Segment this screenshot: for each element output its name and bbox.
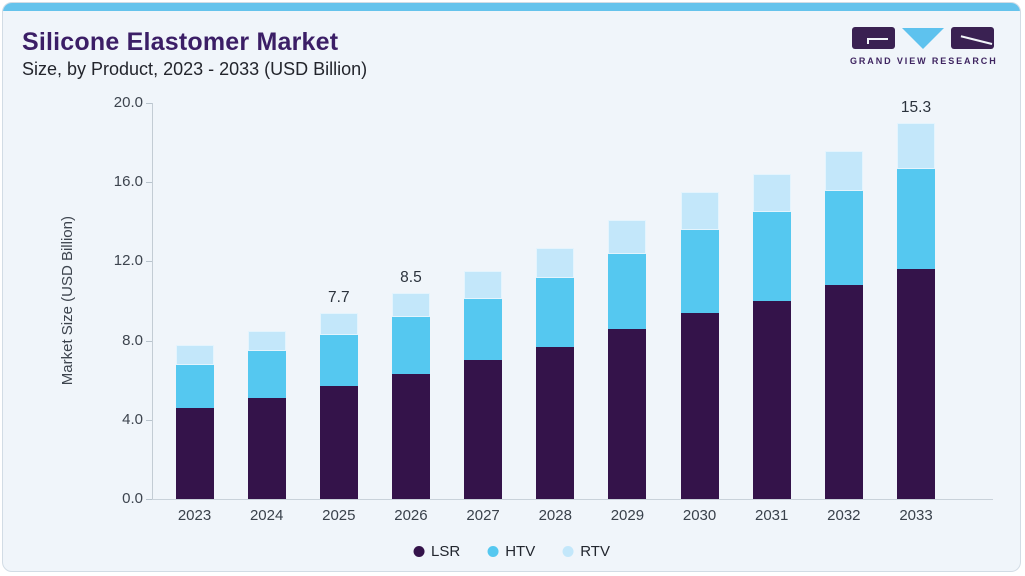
bar-segment-htv-2033	[897, 168, 935, 270]
legend: LSR HTV RTV	[413, 543, 610, 560]
x-axis-year-label-2029: 2029	[610, 507, 645, 524]
y-axis-tick-label: 4.0	[122, 410, 143, 428]
y-axis-tick-mark	[146, 419, 152, 421]
bar-segment-rtv-2031	[752, 174, 791, 212]
x-axis-year-label-2030: 2030	[682, 507, 717, 524]
x-axis-year-label-2025: 2025	[322, 507, 356, 524]
legend-label-lsr: LSR	[431, 543, 461, 560]
top-accent-bar	[3, 3, 1020, 11]
bar-segment-lsr-2030	[680, 312, 719, 499]
logo-text: GRAND VIEW RESEARCH	[850, 56, 998, 66]
bar-segment-lsr-2029	[608, 328, 647, 499]
bar-group-2028	[536, 248, 575, 499]
bar-segment-htv-2024	[247, 350, 286, 399]
y-axis-tick-label: 8.0	[122, 331, 143, 349]
bar-group-2023	[175, 345, 214, 499]
logo-r-icon	[951, 27, 994, 49]
y-axis-tick-label: 12.0	[113, 252, 143, 270]
bar-segment-rtv-2027	[464, 271, 503, 299]
bar-segment-htv-2023	[175, 364, 214, 409]
bar-segment-rtv-2024	[247, 331, 286, 351]
bar-group-2024	[247, 331, 286, 499]
gvr-logo: GRAND VIEW RESEARCH	[850, 27, 996, 66]
bar-segment-lsr-2032	[824, 285, 863, 499]
bar-segment-rtv-2023	[175, 345, 214, 365]
bar-group-2027	[464, 271, 503, 499]
logo-v-triangle-icon	[902, 28, 944, 49]
bar-group-2029	[608, 220, 647, 499]
x-axis-year-label-2028: 2028	[538, 507, 572, 524]
x-axis-year-label-2027: 2027	[466, 507, 500, 524]
x-axis-year-label-2026: 2026	[394, 507, 428, 524]
bar-group-2025	[319, 313, 358, 499]
gvr-logo-mark	[850, 27, 996, 50]
bar-group-2030	[680, 192, 719, 499]
x-axis-year-label-2031: 2031	[755, 507, 789, 524]
bar-segment-htv-2025	[319, 334, 358, 387]
bar-segment-htv-2030	[680, 229, 719, 313]
x-axis-year-label-2033: 2033	[899, 507, 933, 524]
legend-label-htv: HTV	[505, 543, 536, 560]
bar-segment-lsr-2024	[247, 398, 286, 499]
x-axis-year-label-2023: 2023	[177, 507, 212, 524]
bar-segment-rtv-2026	[391, 293, 430, 317]
bar-segment-rtv-2033	[897, 123, 935, 169]
bar-segment-lsr-2033	[897, 269, 935, 499]
bar-group-2026	[391, 293, 430, 499]
y-axis-tick-label: 0.0	[122, 490, 143, 507]
bar-segment-rtv-2029	[608, 220, 647, 254]
bar-segment-lsr-2023	[175, 408, 214, 499]
legend-swatch-lsr-icon	[413, 546, 425, 557]
bar-value-label-2033: 15.3	[900, 99, 932, 116]
bar-segment-lsr-2031	[752, 300, 791, 499]
x-axis-line	[152, 499, 993, 500]
y-axis-tick-mark	[146, 182, 152, 184]
bar-segment-htv-2032	[824, 190, 863, 286]
bar-segment-lsr-2025	[319, 386, 358, 499]
bar-group-2033	[897, 123, 935, 499]
y-axis-tick-mark	[146, 499, 152, 500]
legend-item-rtv: RTV	[562, 543, 610, 560]
bar-segment-htv-2028	[536, 277, 575, 347]
legend-label-rtv: RTV	[580, 543, 610, 560]
page-title: Silicone Elastomer Market	[22, 28, 339, 56]
y-axis-tick-mark	[146, 103, 152, 104]
bar-group-2031	[752, 174, 791, 499]
legend-item-lsr: LSR	[413, 543, 460, 560]
y-axis-tick-mark	[146, 340, 152, 342]
bar-segment-htv-2029	[608, 253, 647, 329]
bar-segment-htv-2026	[391, 316, 430, 375]
stacked-bar-chart: Market Size (USD Billion) 0.0 4.0 8.0 12.0 1…	[3, 3, 1020, 571]
bar-segment-rtv-2032	[824, 151, 863, 191]
bar-value-label-2025: 7.7	[328, 289, 350, 306]
legend-swatch-rtv-icon	[562, 546, 574, 557]
y-axis-tick-label: 20.0	[113, 94, 143, 111]
y-axis-title: Market Size (USD Billion)	[59, 216, 76, 386]
x-axis-year-label-2032: 2032	[827, 507, 861, 524]
page-subtitle: Size, by Product, 2023 - 2033 (USD Billi…	[22, 59, 368, 79]
bar-segment-htv-2031	[752, 211, 791, 301]
bar-segment-lsr-2026	[391, 374, 430, 499]
bar-segment-rtv-2028	[536, 248, 575, 278]
bar-value-label-2026: 8.5	[400, 269, 422, 286]
bar-group-2032	[824, 151, 863, 499]
y-axis-tick-mark	[146, 261, 152, 263]
y-axis-line	[152, 103, 153, 499]
bar-segment-rtv-2025	[319, 313, 358, 335]
bar-segment-htv-2027	[464, 298, 503, 361]
bar-segment-lsr-2027	[464, 360, 503, 499]
bar-segment-lsr-2028	[536, 346, 575, 499]
legend-item-htv: HTV	[487, 543, 535, 560]
logo-g-icon	[852, 27, 895, 49]
y-axis-tick-label: 16.0	[113, 173, 143, 191]
bar-segment-rtv-2030	[680, 192, 719, 230]
legend-swatch-htv-icon	[487, 546, 499, 557]
x-axis-year-label-2024: 2024	[249, 507, 284, 524]
